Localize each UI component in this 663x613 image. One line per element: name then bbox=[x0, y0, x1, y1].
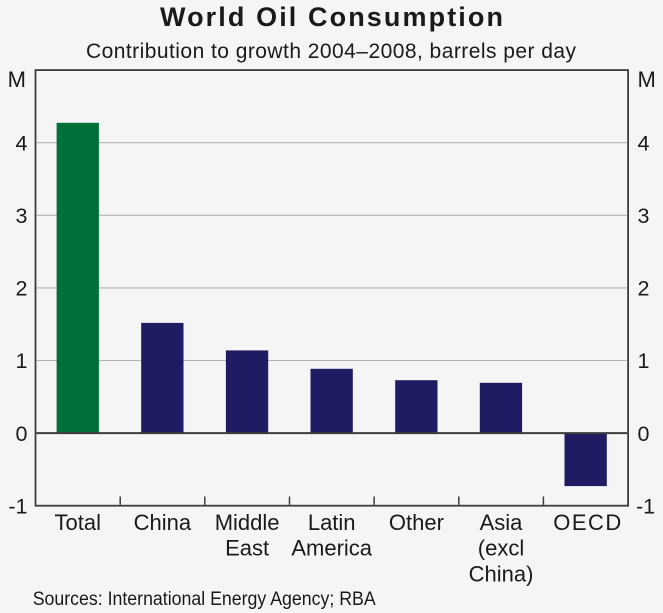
svg-text:0: 0 bbox=[638, 422, 650, 446]
svg-text:0: 0 bbox=[16, 422, 28, 446]
svg-text:World Oil Consumption: World Oil Consumption bbox=[160, 2, 503, 32]
svg-text:China: China bbox=[134, 510, 192, 535]
svg-text:Contribution to growth 2004–20: Contribution to growth 2004–2008, barrel… bbox=[86, 40, 577, 63]
svg-text:1: 1 bbox=[16, 349, 28, 373]
svg-text:M: M bbox=[638, 67, 656, 92]
svg-text:China): China) bbox=[469, 561, 534, 586]
svg-text:4: 4 bbox=[638, 131, 650, 155]
svg-text:M: M bbox=[8, 67, 26, 92]
svg-text:OECD: OECD bbox=[553, 510, 623, 535]
svg-text:America: America bbox=[291, 536, 372, 561]
svg-text:2: 2 bbox=[638, 277, 650, 301]
svg-text:3: 3 bbox=[638, 204, 650, 228]
svg-text:4: 4 bbox=[16, 131, 28, 155]
svg-text:Sources: International Energy: Sources: International Energy Agency; RB… bbox=[33, 589, 376, 610]
svg-text:(excl: (excl bbox=[478, 536, 524, 561]
svg-text:East: East bbox=[225, 536, 269, 561]
svg-text:1: 1 bbox=[638, 349, 650, 373]
svg-text:Middle: Middle bbox=[215, 510, 280, 535]
svg-text:Latin: Latin bbox=[308, 510, 356, 535]
svg-text:Other: Other bbox=[389, 510, 444, 535]
svg-text:-1: -1 bbox=[636, 494, 655, 518]
svg-text:Asia: Asia bbox=[480, 510, 524, 535]
svg-text:2: 2 bbox=[16, 277, 28, 301]
svg-text:Total: Total bbox=[55, 510, 101, 535]
svg-text:-1: -1 bbox=[8, 494, 27, 518]
svg-text:3: 3 bbox=[16, 204, 28, 228]
